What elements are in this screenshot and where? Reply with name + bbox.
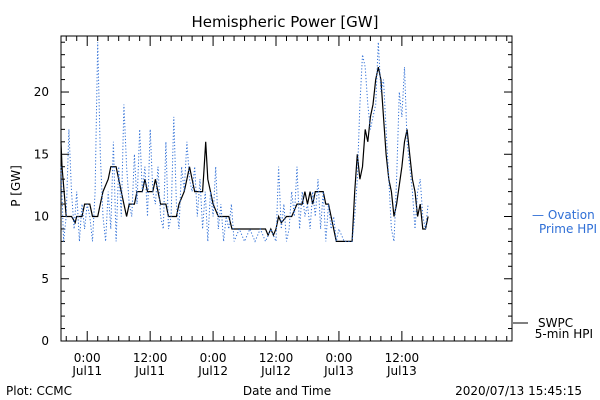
- x-tick-time: 0:00: [74, 351, 101, 365]
- legend-ovation-line2: Prime HPI: [539, 222, 597, 236]
- chart-title: Hemispheric Power [GW]: [192, 13, 379, 31]
- x-tick-date: Jul11: [134, 364, 165, 378]
- x-tick-date: Jul13: [323, 364, 354, 378]
- x-tick-date: Jul12: [197, 364, 228, 378]
- legend-swpc-line2: 5-min HPI: [535, 327, 593, 341]
- x-tick-time: 12:00: [133, 351, 168, 365]
- x-tick-time: 0:00: [200, 351, 227, 365]
- legend-ovation-line1: — Ovation: [532, 208, 595, 222]
- y-tick-label: 5: [41, 272, 49, 286]
- y-tick-label: 20: [34, 85, 49, 99]
- y-axis-label: P [GW]: [9, 165, 23, 207]
- x-tick-date: Jul13: [386, 364, 417, 378]
- x-tick-time: 0:00: [325, 351, 352, 365]
- plot-credit: Plot: CCMC: [6, 384, 72, 398]
- y-tick-label: 0: [41, 334, 49, 348]
- y-tick-label: 15: [34, 147, 49, 161]
- x-axis-label: Date and Time: [243, 384, 331, 398]
- timestamp: 2020/07/13 15:45:15: [455, 384, 582, 398]
- legend-swpc-line1: SWPC: [538, 316, 573, 330]
- x-tick-time: 12:00: [259, 351, 294, 365]
- plot-frame: [60, 35, 513, 342]
- y-tick-label: 10: [34, 210, 49, 224]
- x-tick-date: Jul12: [260, 364, 291, 378]
- x-tick-time: 12:00: [385, 351, 420, 365]
- x-tick-date: Jul11: [71, 364, 102, 378]
- series-swpc-line: [60, 66, 429, 242]
- series-ovation-line: [60, 42, 429, 243]
